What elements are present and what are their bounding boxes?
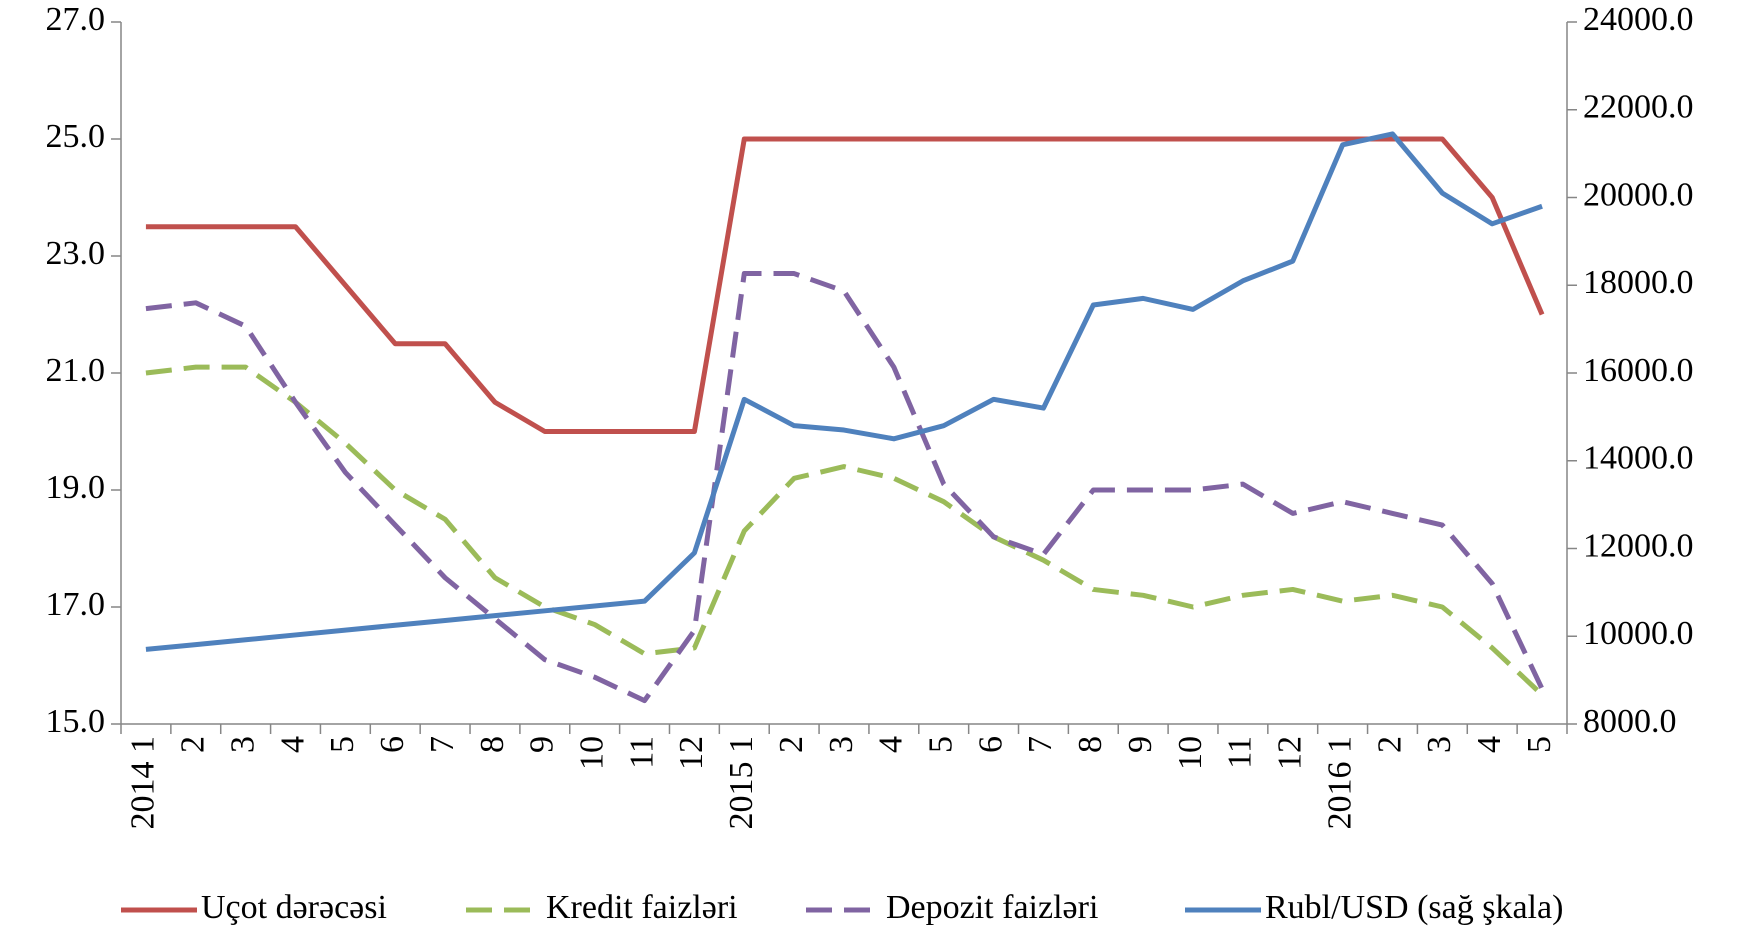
y2-tick-label: 18000.0 (1583, 264, 1694, 301)
x-tick-label: 11 (1222, 736, 1259, 769)
x-tick-label: 5 (1521, 736, 1558, 753)
y2-tick-label: 14000.0 (1583, 440, 1694, 477)
y2-tick-label: 22000.0 (1583, 89, 1694, 126)
y2-tick-label: 16000.0 (1583, 352, 1694, 389)
y2-tick-label: 10000.0 (1583, 615, 1694, 652)
series-line (145, 131, 1543, 652)
y-tick-label: 17.0 (46, 586, 106, 623)
y2-tick-label: 20000.0 (1583, 176, 1694, 213)
legend-label: Kredit faizləri (546, 889, 738, 926)
x-tick-label: 7 (424, 736, 461, 753)
x-tick-label: 11 (623, 736, 660, 769)
x-tick-label: 9 (524, 736, 561, 753)
series-line (145, 136, 1545, 434)
x-tick-label: 6 (972, 736, 1009, 753)
x-tick-label: 4 (873, 736, 910, 753)
y-tick-label: 25.0 (46, 118, 106, 155)
x-tick-label: 12 (1272, 736, 1309, 770)
series-line (145, 271, 1545, 704)
legend-label: Rubl/USD (sağ şkala) (1265, 889, 1563, 926)
x-tick-label: 7 (1022, 736, 1059, 753)
x-tick-label: 2015 1 (723, 736, 760, 830)
x-tick-label: 2016 1 (1321, 736, 1358, 830)
x-tick-label: 2 (773, 736, 810, 753)
series-line (145, 364, 1544, 697)
x-tick-label: 3 (823, 736, 860, 753)
x-tick-label: 2014 1 (125, 736, 162, 830)
x-tick-label: 3 (1421, 736, 1458, 753)
x-tick-label: 8 (474, 736, 511, 753)
legend-label: Depozit faizləri (886, 889, 1098, 926)
x-tick-label: 12 (673, 736, 710, 770)
y2-tick-label: 12000.0 (1583, 527, 1694, 564)
x-tick-label: 5 (923, 736, 960, 753)
y2-tick-label: 24000.0 (1583, 1, 1694, 38)
x-tick-label: 3 (224, 736, 261, 753)
y2-tick-label: 8000.0 (1583, 703, 1677, 740)
y-tick-label: 23.0 (46, 235, 106, 272)
x-tick-label: 9 (1122, 736, 1159, 753)
x-tick-label: 6 (374, 736, 411, 753)
x-tick-label: 2 (175, 736, 212, 753)
y-tick-label: 21.0 (46, 352, 106, 389)
x-tick-label: 8 (1072, 736, 1109, 753)
y-tick-label: 27.0 (46, 1, 106, 38)
x-tick-label: 10 (573, 736, 610, 770)
y-tick-label: 19.0 (46, 469, 106, 506)
x-tick-label: 5 (324, 736, 361, 753)
x-tick-label: 2 (1371, 736, 1408, 753)
y-tick-label: 15.0 (46, 703, 106, 740)
x-tick-label: 10 (1172, 736, 1209, 770)
x-tick-label: 4 (274, 736, 311, 753)
legend-label: Uçot dərəcəsi (201, 889, 387, 926)
x-tick-label: 4 (1471, 736, 1508, 753)
